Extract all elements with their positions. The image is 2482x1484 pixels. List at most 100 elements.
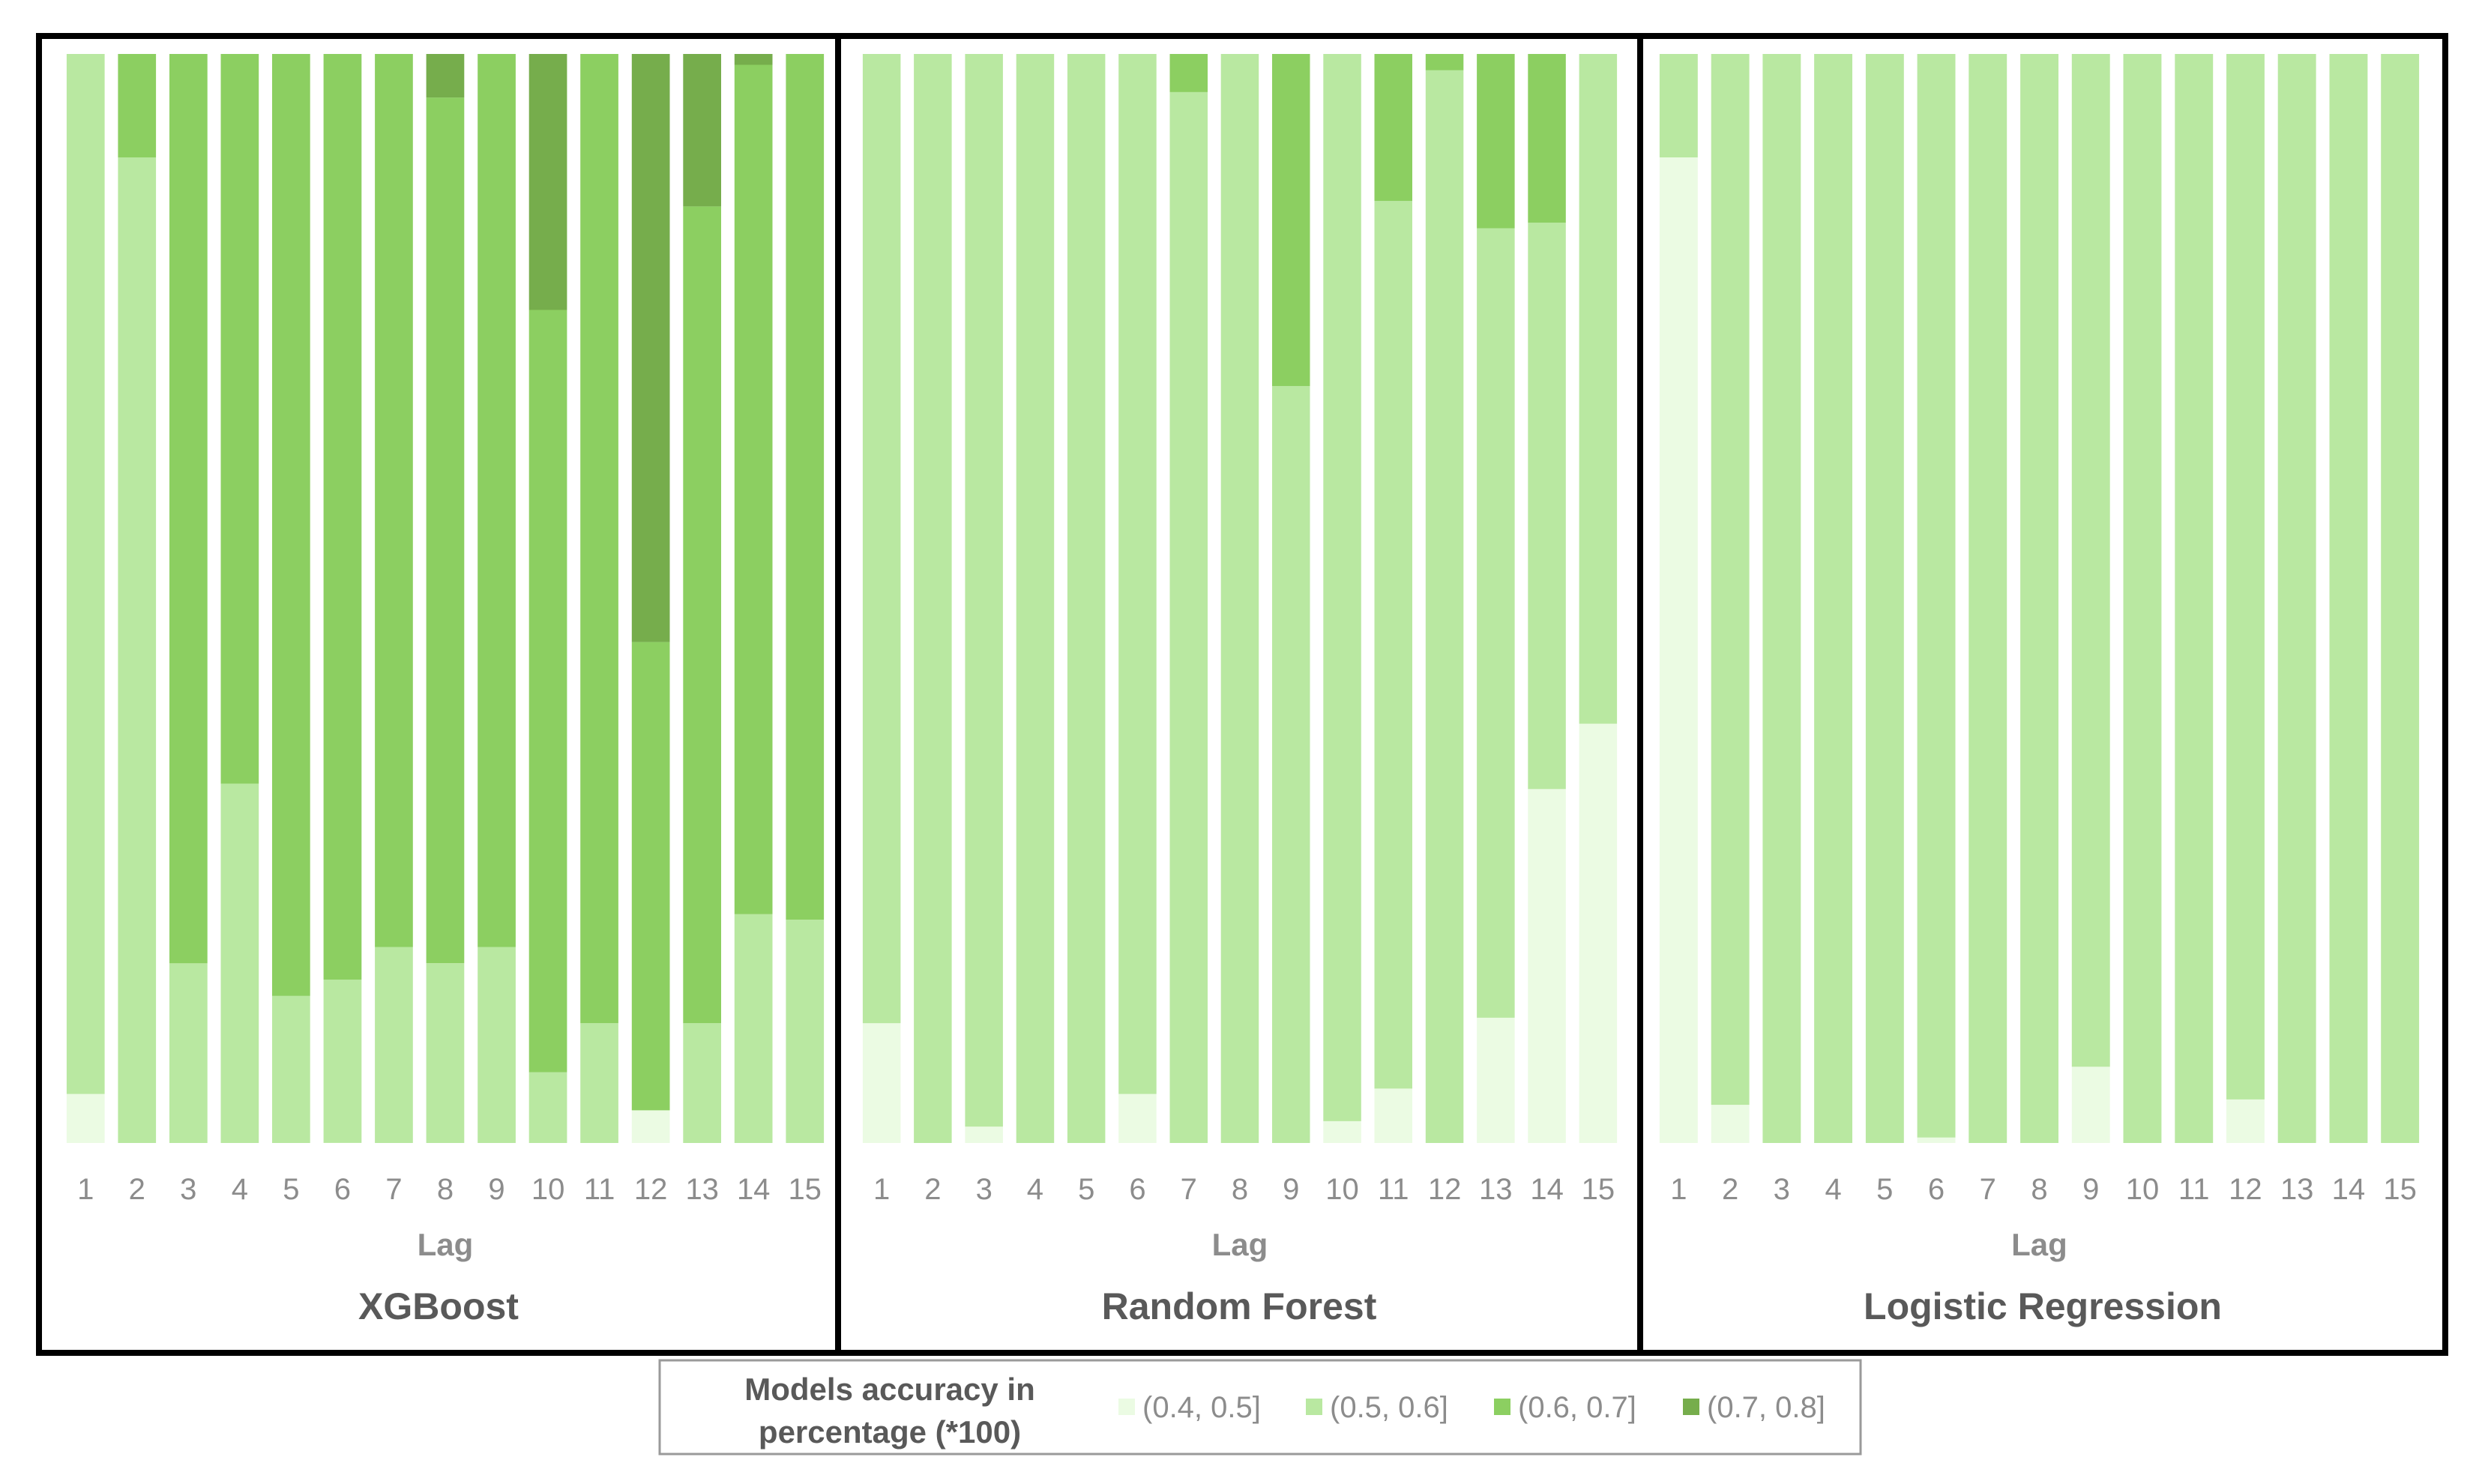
x-tick-label: 11	[584, 1173, 615, 1206]
legend-entry-label: (0.7, 0.8]	[1707, 1391, 1825, 1424]
x-tick-label: 1	[873, 1173, 890, 1206]
legend-box	[658, 1359, 1862, 1456]
bar-segment	[375, 54, 413, 947]
legend-entry-label: (0.5, 0.6]	[1330, 1391, 1448, 1424]
x-axis-label: Lag	[2011, 1227, 2067, 1262]
bar-segment	[862, 54, 901, 1024]
bar-segment	[426, 54, 465, 98]
x-tick-label: 3	[976, 1173, 993, 1206]
legend-swatch	[1118, 1399, 1135, 1415]
x-tick-label: 15	[788, 1173, 822, 1206]
x-tick-label: 14	[1530, 1173, 1564, 1206]
bar-segment	[734, 914, 773, 1143]
bar-segment	[1016, 54, 1055, 1143]
x-tick-label: 13	[1479, 1173, 1513, 1206]
bar-segment	[965, 54, 1003, 1127]
bar-segment	[426, 97, 465, 964]
bar-segment	[220, 783, 259, 1143]
x-tick-label: 5	[283, 1173, 299, 1206]
x-tick-label: 14	[2332, 1173, 2366, 1206]
bar-segment	[2020, 54, 2058, 1143]
x-tick-label: 7	[1980, 1173, 1996, 1206]
bar-segment	[683, 54, 721, 207]
x-tick-label: 12	[2229, 1173, 2262, 1206]
bar-segment	[2226, 54, 2265, 1100]
bar-segment	[375, 947, 413, 1143]
bar-segment	[1917, 1137, 1956, 1143]
bar-segment	[1169, 91, 1208, 1143]
bar-segment	[528, 310, 567, 1073]
x-tick-label: 3	[180, 1173, 196, 1206]
legend-entries: (0.4, 0.5] (0.5, 0.6] (0.6, 0.7] (0.7, 0.8]	[1118, 1391, 1825, 1424]
bar-segment	[1659, 54, 1698, 157]
bar-segment	[1477, 228, 1515, 1018]
x-tick-label: 2	[924, 1173, 941, 1206]
bar-segment	[220, 54, 259, 784]
bar-segment	[2175, 54, 2214, 1143]
bar-segment	[786, 920, 825, 1143]
legend-title-line2: percentage (*100)	[759, 1414, 1021, 1450]
bar-segment	[66, 1094, 105, 1143]
legend-title-line1: Models accuracy in	[744, 1372, 1035, 1407]
bar-segment	[734, 54, 773, 65]
bar-segment	[1814, 54, 1852, 1143]
bar-segment	[1762, 54, 1801, 1143]
bar-segment	[2226, 1099, 2265, 1143]
x-tick-label: 6	[334, 1173, 351, 1206]
x-tick-label: 4	[1027, 1173, 1043, 1206]
bar-segment	[965, 1126, 1003, 1143]
x-tick-label: 12	[1428, 1173, 1462, 1206]
bar-segment	[1579, 54, 1618, 724]
x-tick-label: 1	[1670, 1173, 1687, 1206]
bar-segment	[1711, 1105, 1750, 1143]
legend-swatch	[1494, 1399, 1510, 1415]
x-tick-label: 6	[1129, 1173, 1145, 1206]
bar-segment	[528, 1072, 567, 1143]
bar-segment	[169, 54, 208, 964]
x-tick-label: 8	[437, 1173, 454, 1206]
x-tick-label: 7	[385, 1173, 402, 1206]
x-tick-label: 13	[685, 1173, 719, 1206]
legend: Models accuracy in percentage (*100) (0.…	[658, 1359, 1862, 1456]
bar-segment	[272, 54, 310, 996]
x-tick-label: 9	[1283, 1173, 1299, 1206]
x-tick-label: 11	[2178, 1173, 2210, 1206]
x-tick-label: 15	[1582, 1173, 1615, 1206]
bar-segment	[1579, 723, 1618, 1143]
bar-segment	[1323, 1120, 1361, 1143]
x-tick-label: 9	[2082, 1173, 2099, 1206]
bar-segment	[1528, 223, 1566, 789]
bar-segment	[2123, 54, 2162, 1143]
bar-segment	[1272, 386, 1310, 1143]
x-tick-label: 2	[129, 1173, 145, 1206]
bar-segment	[580, 1023, 618, 1143]
bar-segment	[1220, 54, 1259, 1143]
panel-title: XGBoost	[358, 1285, 519, 1327]
bar-segment	[1711, 54, 1750, 1106]
bar-segment	[1118, 54, 1157, 1094]
x-tick-label: 9	[488, 1173, 504, 1206]
bar-segment	[631, 642, 670, 1111]
x-axis-label: Lag	[1212, 1227, 1268, 1262]
bar-segment	[66, 54, 105, 1094]
x-tick-label: 10	[2126, 1173, 2160, 1206]
bar-segment	[786, 54, 825, 920]
x-tick-label: 10	[1325, 1173, 1359, 1206]
bar-segment	[683, 206, 721, 1024]
bar-segment	[631, 1110, 670, 1143]
bar-segment	[1272, 54, 1310, 387]
legend-swatch	[1683, 1399, 1699, 1415]
x-tick-label: 5	[1876, 1173, 1893, 1206]
bar-segment	[2381, 54, 2420, 1143]
legend-entry-label: (0.4, 0.5]	[1142, 1391, 1261, 1424]
bar-segment	[1477, 1017, 1515, 1143]
bar-segment	[580, 54, 618, 1024]
bar-segment	[1477, 54, 1515, 229]
bar-segment	[1425, 70, 1464, 1143]
bar-segment	[478, 54, 516, 947]
